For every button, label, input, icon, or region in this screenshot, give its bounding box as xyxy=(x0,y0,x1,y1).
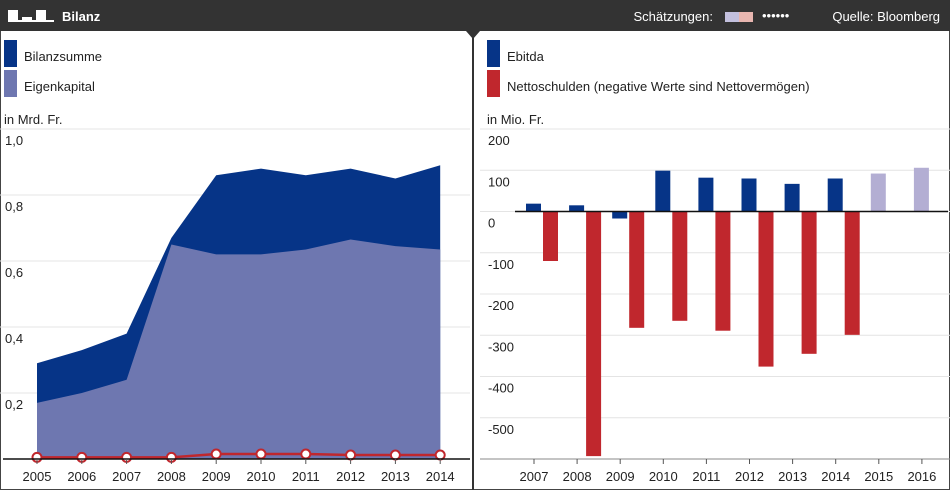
x-tick-label: 2005 xyxy=(23,469,52,484)
bar xyxy=(612,211,628,219)
bar xyxy=(741,178,757,212)
x-tick-label: 2016 xyxy=(907,469,936,484)
bar xyxy=(655,170,671,212)
legend-swatch xyxy=(487,70,500,97)
y-tick-label: 0,2 xyxy=(5,397,23,412)
legend-label: Eigenkapital xyxy=(24,79,95,94)
bar xyxy=(784,183,800,212)
x-tick-label: 2011 xyxy=(692,469,720,484)
x-tick-label: 2013 xyxy=(381,469,410,484)
x-tick-label: 2008 xyxy=(157,469,186,484)
bar xyxy=(586,211,602,457)
y-tick-label: -400 xyxy=(488,381,514,396)
bar xyxy=(543,211,558,261)
legend-label: Nettoschulden (negative Werte sind Netto… xyxy=(507,79,810,94)
line xyxy=(37,452,441,459)
bar xyxy=(870,173,886,212)
bar xyxy=(569,205,585,212)
x-tick-label: 2010 xyxy=(247,469,276,484)
legend-label: Ebitda xyxy=(507,49,545,64)
legend-swatch xyxy=(487,40,500,67)
y-tick-label: -300 xyxy=(488,339,514,354)
bar xyxy=(629,211,645,328)
x-tick-label: 2013 xyxy=(778,469,807,484)
y-tick-label: 0,6 xyxy=(5,265,23,280)
y-tick-label: 0,8 xyxy=(5,199,23,214)
header-title: Bilanz xyxy=(62,9,101,24)
y-tick-label: -100 xyxy=(488,257,514,272)
y-tick-label: 200 xyxy=(488,133,510,148)
bar xyxy=(801,211,817,354)
unit-label: in Mio. Fr. xyxy=(487,112,544,127)
y-tick-label: 0,4 xyxy=(5,331,23,346)
x-tick-label: 2015 xyxy=(864,469,893,484)
bar xyxy=(672,211,688,321)
bar xyxy=(913,167,929,212)
y-tick-label: 0 xyxy=(488,216,495,231)
marker xyxy=(210,448,222,460)
x-tick-label: 2014 xyxy=(426,469,455,484)
y-tick-label: -500 xyxy=(488,422,514,437)
legend-swatch xyxy=(4,40,17,67)
y-tick-label: 1,0 xyxy=(5,133,23,148)
legend-label: Bilanzsumme xyxy=(24,49,102,64)
area xyxy=(37,239,441,459)
marker xyxy=(255,448,267,460)
x-tick-label: 2006 xyxy=(67,469,96,484)
legend-swatch xyxy=(4,70,17,97)
estimate-swatch xyxy=(725,12,739,22)
x-tick-label: 2007 xyxy=(112,469,141,484)
x-tick-label: 2007 xyxy=(520,469,549,484)
x-tick-label: 2014 xyxy=(821,469,850,484)
x-tick-label: 2009 xyxy=(202,469,231,484)
marker xyxy=(345,449,357,461)
x-tick-label: 2012 xyxy=(336,469,365,484)
bar xyxy=(758,211,774,367)
source: Quelle: Bloomberg xyxy=(832,9,940,24)
y-tick-label: -200 xyxy=(488,298,514,313)
bar xyxy=(526,203,541,212)
header-icon xyxy=(8,10,54,22)
bar xyxy=(844,211,860,335)
marker xyxy=(300,448,312,460)
divider-arrow xyxy=(466,31,480,39)
estimates-label: Schätzungen: xyxy=(633,9,713,24)
x-tick-label: 2009 xyxy=(606,469,635,484)
x-tick-label: 2010 xyxy=(649,469,678,484)
bar xyxy=(698,177,714,212)
header-bar xyxy=(0,0,950,31)
x-tick-label: 2008 xyxy=(563,469,592,484)
estimate-dots: •••••• xyxy=(762,8,790,23)
bar xyxy=(827,178,843,212)
estimate-swatch xyxy=(739,12,753,22)
marker xyxy=(389,449,401,461)
bar xyxy=(715,211,731,331)
x-tick-label: 2012 xyxy=(735,469,764,484)
x-tick-label: 2011 xyxy=(292,469,320,484)
unit-label: in Mrd. Fr. xyxy=(4,112,63,127)
marker xyxy=(434,449,446,461)
y-tick-label: 100 xyxy=(488,174,510,189)
